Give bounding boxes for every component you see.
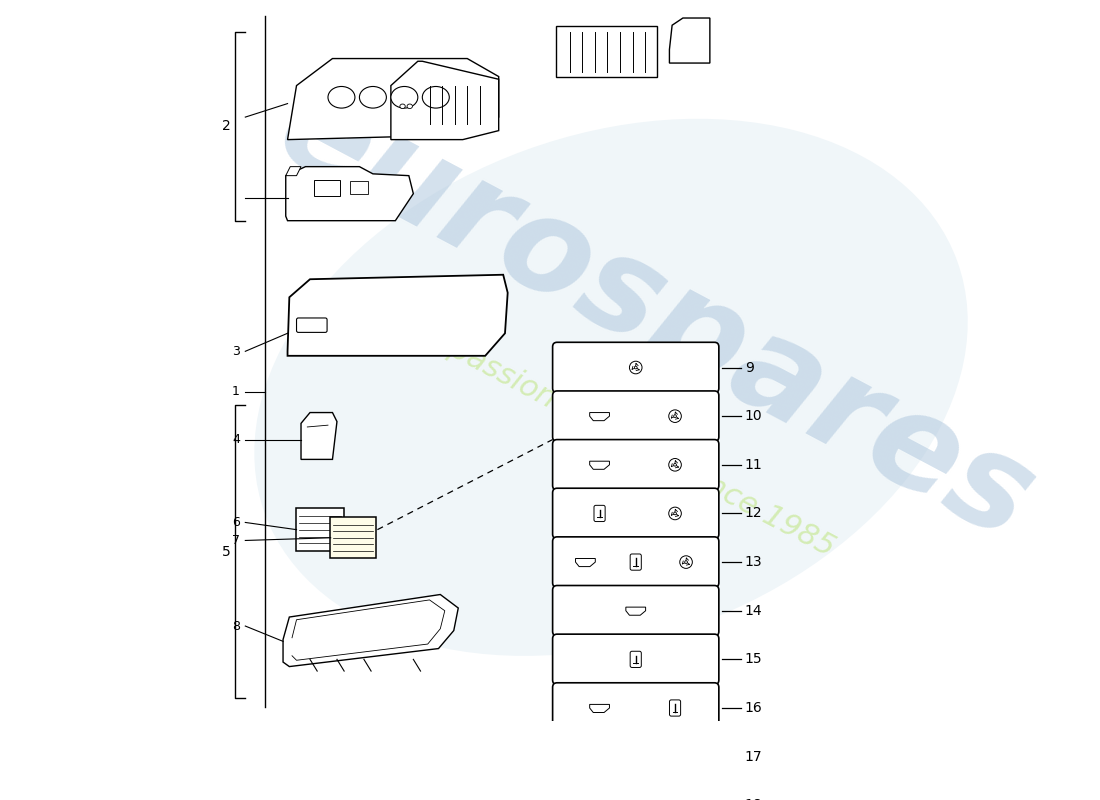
FancyBboxPatch shape — [552, 342, 718, 393]
FancyBboxPatch shape — [630, 554, 641, 570]
Text: 8: 8 — [232, 619, 240, 633]
Polygon shape — [390, 62, 498, 140]
FancyBboxPatch shape — [552, 439, 718, 490]
Ellipse shape — [407, 104, 412, 109]
Polygon shape — [670, 18, 710, 63]
Text: 5: 5 — [222, 545, 231, 558]
Ellipse shape — [360, 86, 386, 108]
FancyBboxPatch shape — [557, 26, 657, 78]
Text: 1: 1 — [232, 386, 240, 398]
Ellipse shape — [680, 799, 692, 800]
Text: 2: 2 — [222, 119, 231, 133]
Polygon shape — [286, 166, 301, 176]
Polygon shape — [283, 594, 459, 666]
FancyBboxPatch shape — [670, 700, 681, 716]
FancyBboxPatch shape — [296, 508, 344, 551]
Text: eurospares: eurospares — [257, 63, 1054, 567]
FancyBboxPatch shape — [552, 780, 718, 800]
Polygon shape — [590, 413, 609, 421]
FancyBboxPatch shape — [351, 181, 369, 194]
Text: 17: 17 — [745, 750, 762, 764]
Text: 12: 12 — [745, 506, 762, 521]
FancyBboxPatch shape — [629, 752, 642, 762]
FancyBboxPatch shape — [552, 731, 718, 782]
FancyBboxPatch shape — [552, 537, 718, 587]
Text: 10: 10 — [745, 409, 762, 423]
FancyBboxPatch shape — [552, 682, 718, 734]
Text: 7: 7 — [232, 534, 240, 547]
Text: 18: 18 — [745, 798, 762, 800]
Text: a passion for parts since 1985: a passion for parts since 1985 — [419, 320, 839, 562]
Ellipse shape — [673, 512, 676, 514]
Polygon shape — [590, 461, 609, 470]
Ellipse shape — [669, 410, 681, 422]
Text: 9: 9 — [745, 361, 754, 374]
FancyBboxPatch shape — [552, 488, 718, 538]
Polygon shape — [286, 166, 414, 221]
Text: 13: 13 — [745, 555, 762, 569]
Ellipse shape — [422, 86, 449, 108]
Polygon shape — [575, 753, 595, 761]
Ellipse shape — [254, 118, 968, 656]
Text: 4: 4 — [232, 433, 240, 446]
Text: 15: 15 — [745, 652, 762, 666]
Text: 14: 14 — [745, 604, 762, 618]
FancyBboxPatch shape — [630, 651, 641, 667]
Ellipse shape — [328, 86, 355, 108]
Text: 16: 16 — [745, 701, 762, 715]
Ellipse shape — [673, 415, 676, 418]
Ellipse shape — [629, 362, 642, 374]
Polygon shape — [287, 274, 508, 356]
Ellipse shape — [684, 561, 688, 563]
Ellipse shape — [635, 366, 637, 369]
Polygon shape — [626, 607, 646, 615]
Polygon shape — [287, 58, 498, 140]
Polygon shape — [575, 558, 595, 566]
Text: 6: 6 — [232, 516, 240, 529]
Ellipse shape — [680, 556, 692, 568]
FancyBboxPatch shape — [552, 391, 718, 442]
FancyBboxPatch shape — [315, 180, 340, 196]
FancyBboxPatch shape — [681, 749, 692, 765]
FancyBboxPatch shape — [594, 506, 605, 522]
Text: 3: 3 — [232, 345, 240, 358]
FancyBboxPatch shape — [330, 517, 376, 558]
Ellipse shape — [390, 86, 418, 108]
FancyBboxPatch shape — [552, 634, 718, 685]
FancyBboxPatch shape — [297, 318, 327, 332]
Ellipse shape — [669, 458, 681, 471]
Ellipse shape — [673, 463, 676, 466]
Text: 11: 11 — [745, 458, 762, 472]
Polygon shape — [590, 705, 609, 713]
Ellipse shape — [669, 507, 681, 520]
Ellipse shape — [400, 104, 405, 109]
FancyBboxPatch shape — [552, 586, 718, 636]
Polygon shape — [301, 413, 337, 459]
